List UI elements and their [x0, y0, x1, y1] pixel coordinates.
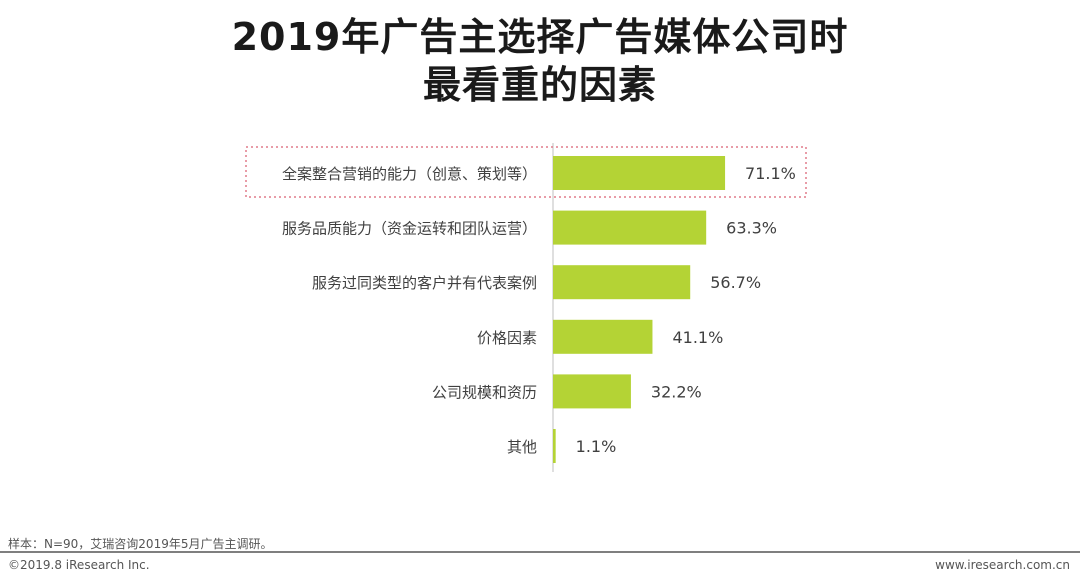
bar-3 [553, 319, 653, 354]
chart-title-line2: 最看重的因素 [422, 63, 657, 107]
copyright-text: ©2019.8 iResearch Inc. [8, 558, 150, 572]
chart-title-line1: 2019年广告主选择广告媒体公司时 [231, 15, 849, 59]
category-label-1: 服务品质能力（资金运转和团队运营） [282, 220, 537, 238]
value-label-5: 1.1% [576, 437, 617, 456]
category-label-3: 价格因素 [477, 329, 537, 347]
bar-0 [553, 156, 726, 190]
bar-5 [553, 429, 556, 463]
value-label-4: 32.2% [651, 382, 702, 401]
sample-note: 样本：N=90，艾瑞咨询2019年5月广告主调研。 [8, 537, 273, 551]
bar-1 [553, 210, 707, 245]
category-label-2: 服务过同类型的客户并有代表案例 [312, 274, 537, 292]
value-label-3: 41.1% [672, 328, 723, 347]
value-label-0: 71.1% [745, 164, 796, 183]
website-url: www.iresearch.com.cn [935, 558, 1070, 572]
value-label-2: 56.7% [710, 273, 761, 292]
bar-2 [553, 265, 691, 300]
category-label-0: 全案整合营销的能力（创意、策划等） [282, 165, 537, 183]
value-label-1: 63.3% [726, 219, 777, 238]
category-label-5: 其他 [507, 438, 537, 456]
highlight-box [245, 146, 807, 198]
footer-divider [0, 551, 1080, 553]
category-label-4: 公司规模和资历 [432, 383, 537, 401]
bar-4 [553, 374, 631, 409]
